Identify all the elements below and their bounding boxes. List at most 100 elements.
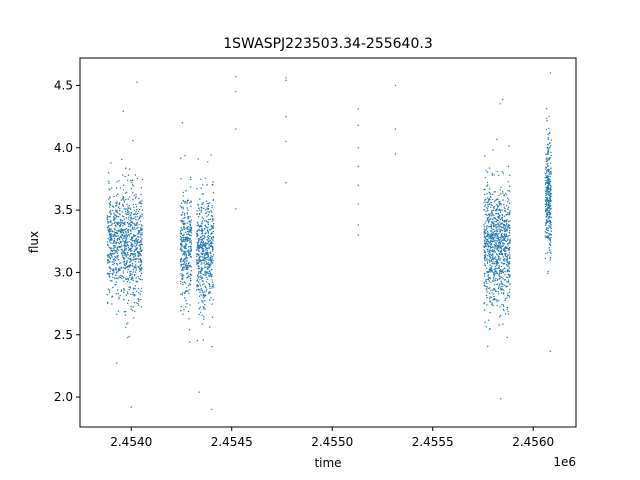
- data-point: [109, 267, 111, 270]
- data-point: [208, 246, 210, 248]
- data-point: [125, 208, 127, 210]
- data-point: [211, 245, 214, 248]
- data-point: [203, 220, 206, 222]
- data-point: [189, 216, 191, 218]
- data-point: [138, 278, 140, 280]
- data-point: [138, 298, 140, 301]
- data-point: [134, 265, 136, 267]
- data-point: [180, 259, 182, 262]
- data-point: [549, 190, 552, 192]
- data-point: [488, 214, 490, 216]
- data-point: [545, 252, 547, 255]
- data-point: [207, 239, 209, 241]
- data-point: [125, 234, 128, 236]
- data-point: [180, 278, 183, 280]
- data-point: [549, 175, 551, 178]
- data-point: [122, 252, 124, 254]
- data-point: [508, 220, 510, 223]
- data-point: [206, 271, 208, 273]
- data-point: [111, 187, 113, 189]
- data-point: [200, 243, 202, 246]
- data-point: [123, 280, 125, 282]
- data-point: [140, 193, 142, 196]
- data-point: [115, 202, 117, 204]
- data-point: [190, 186, 192, 188]
- data-point: [507, 244, 509, 246]
- data-point: [134, 288, 136, 290]
- data-point: [497, 247, 500, 249]
- data-point: [135, 264, 137, 266]
- data-point: [184, 201, 186, 203]
- data-point: [498, 202, 500, 205]
- data-point: [545, 194, 547, 197]
- data-point: [117, 235, 119, 237]
- data-point: [189, 221, 191, 223]
- data-point: [205, 251, 207, 253]
- data-point: [183, 212, 186, 215]
- data-point: [117, 223, 120, 225]
- data-point: [180, 265, 182, 267]
- data-point: [126, 211, 129, 214]
- data-point: [549, 244, 552, 246]
- data-point: [182, 260, 184, 262]
- data-point: [125, 247, 128, 250]
- data-point: [496, 198, 498, 200]
- data-point: [137, 276, 139, 278]
- data-point: [188, 231, 190, 233]
- data-point: [484, 285, 487, 287]
- data-point: [197, 249, 200, 251]
- data-point: [113, 237, 116, 239]
- data-point: [122, 197, 125, 199]
- data-point: [180, 240, 183, 242]
- data-point: [136, 221, 138, 224]
- data-point: [212, 254, 215, 256]
- data-point: [121, 277, 123, 280]
- data-point: [503, 289, 505, 291]
- data-point: [187, 217, 189, 219]
- data-point: [501, 232, 503, 235]
- data-point: [493, 295, 495, 298]
- data-point: [491, 257, 494, 259]
- data-point: [115, 195, 118, 197]
- data-point: [135, 240, 137, 242]
- data-point: [490, 289, 492, 291]
- data-point: [493, 238, 495, 240]
- data-point: [111, 269, 114, 272]
- data-point: [198, 308, 200, 310]
- data-point: [486, 193, 488, 195]
- data-point: [141, 279, 143, 281]
- data-point: [182, 222, 184, 224]
- data-point: [114, 240, 116, 243]
- data-point: [123, 199, 125, 201]
- data-point: [109, 257, 111, 259]
- data-point: [128, 233, 130, 236]
- data-point: [204, 272, 206, 274]
- data-point: [547, 201, 549, 203]
- data-point: [490, 232, 492, 235]
- data-point: [135, 206, 138, 208]
- data-point: [508, 265, 510, 267]
- data-point: [495, 224, 497, 226]
- data-point: [197, 245, 199, 247]
- data-point: [486, 230, 489, 233]
- data-point: [490, 234, 492, 237]
- data-point: [183, 250, 185, 252]
- data-point: [200, 211, 202, 213]
- data-point: [110, 242, 112, 244]
- data-point: [499, 269, 501, 272]
- data-point: [113, 258, 116, 260]
- data-point: [492, 233, 494, 235]
- data-point: [121, 254, 124, 257]
- data-point: [141, 215, 143, 217]
- data-point: [198, 247, 200, 249]
- data-point: [547, 237, 549, 239]
- data-point: [185, 282, 187, 284]
- data-point: [508, 224, 511, 227]
- data-point: [135, 244, 137, 246]
- data-point: [205, 252, 207, 255]
- data-point: [488, 191, 490, 194]
- data-point: [207, 161, 209, 163]
- data-point: [141, 178, 143, 181]
- data-point: [131, 259, 133, 261]
- x-tick-label: 2.4555: [412, 435, 454, 449]
